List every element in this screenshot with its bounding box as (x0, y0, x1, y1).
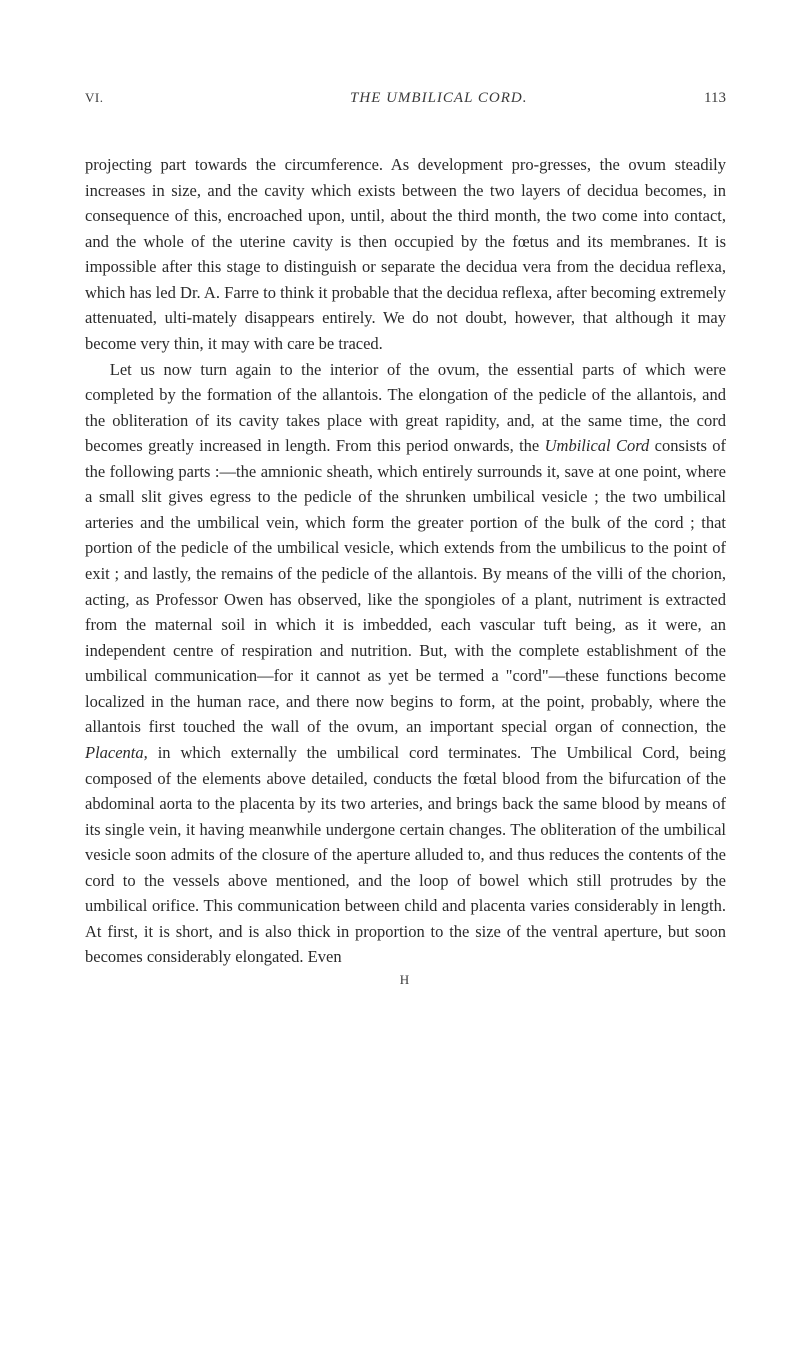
paragraph-2-part2: consists of the following parts :—the am… (85, 436, 726, 736)
paragraph-2: Let us now turn again to the interior of… (85, 357, 726, 971)
body-text: projecting part towards the circumferenc… (85, 152, 726, 970)
chapter-number: VI. (85, 90, 103, 106)
page-title: THE UMBILICAL CORD. (103, 90, 704, 107)
page-number: 113 (704, 90, 726, 107)
paragraph-1: projecting part towards the circumferenc… (85, 152, 726, 357)
paragraph-1-text: projecting part towards the circumferenc… (85, 155, 726, 353)
page-header: VI. THE UMBILICAL CORD. 113 (85, 90, 726, 107)
paragraph-2-part3: in which externally the umbilical cord t… (85, 743, 726, 967)
italic-umbilical-cord: Umbilical Cord (545, 436, 650, 455)
signature-mark: H (85, 972, 726, 988)
italic-placenta: Placenta, (85, 743, 148, 762)
